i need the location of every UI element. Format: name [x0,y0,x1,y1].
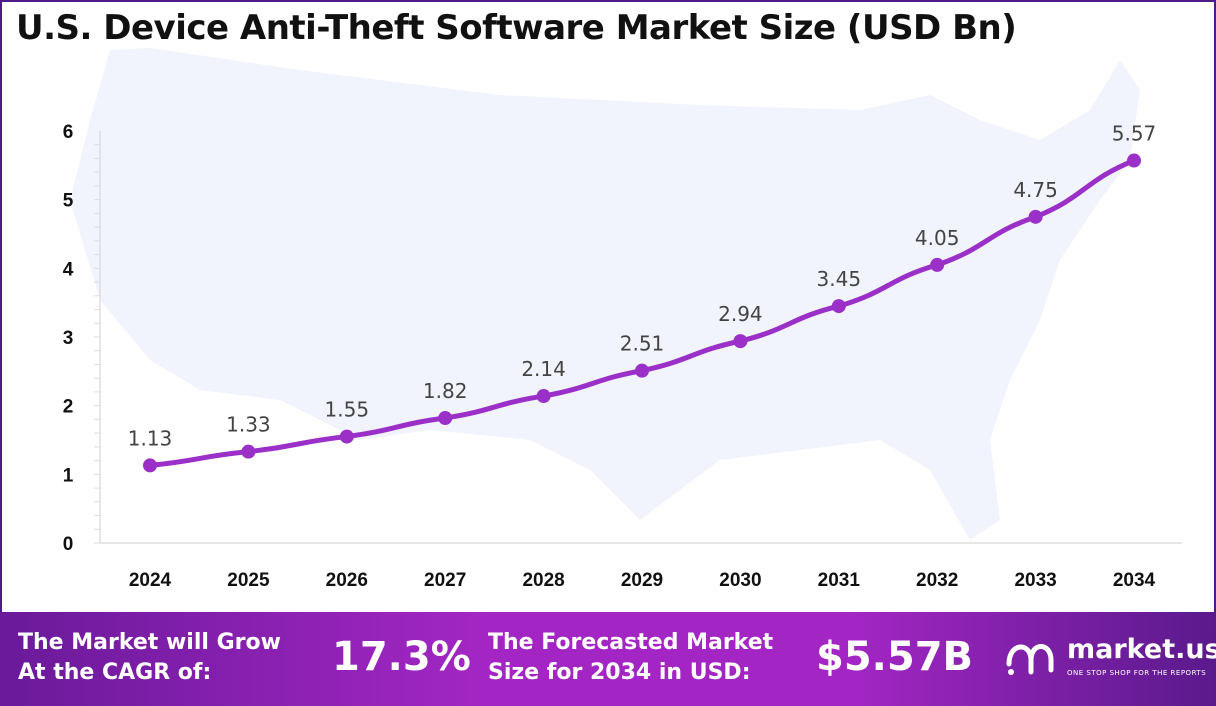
y-tick-label: 1 [63,465,74,486]
data-point [733,334,748,349]
data-label: 3.45 [817,267,862,291]
logo-icon [1006,644,1054,675]
data-label: 2.51 [620,332,665,356]
data-point [438,411,453,426]
logo-name: market.us [1067,634,1216,665]
data-point [143,458,157,473]
x-tick-label: 2026 [326,570,368,591]
x-tick-label: 2028 [522,570,564,591]
data-point [536,389,551,404]
data-point [339,429,354,444]
x-tick-label: 2025 [227,570,270,591]
y-tick-label: 4 [63,259,74,280]
y-tick-label: 2 [63,397,74,418]
data-point [241,444,256,459]
data-label: 1.55 [325,398,370,422]
data-label: 1.13 [128,426,173,450]
x-tick-label: 2030 [719,570,761,591]
forecast-label-line2: Size for 2034 in USD: [488,660,751,685]
forecast-label-line1: The Forecasted Market [488,630,774,655]
data-point [831,299,846,314]
footer-banner: The Market will Grow At the CAGR of: 17.… [0,612,1216,706]
data-label: 5.57 [1112,122,1157,146]
x-tick-label: 2027 [424,570,466,591]
cagr-label-line2: At the CAGR of: [18,660,212,685]
data-point [930,257,945,272]
data-point [635,363,649,378]
y-tick-label: 3 [63,328,74,349]
x-tick-label: 2029 [621,570,663,591]
y-tick-label: 0 [63,534,74,555]
data-label: 2.94 [718,302,763,326]
y-tick-label: 5 [63,191,74,212]
data-label: 4.05 [915,226,960,250]
data-label: 4.75 [1013,178,1058,202]
data-label: 1.33 [226,413,271,437]
data-point [1028,209,1043,224]
chart-title: U.S. Device Anti-Theft Software Market S… [16,8,1017,48]
logo-tagline: ONE STOP SHOP FOR THE REPORTS [1067,669,1207,677]
y-tick-label: 6 [63,122,74,143]
line-chart: 0 1 2 3 4 5 6 2024 2025 2026 2027 2028 2029 2030 2031 2… [63,48,1182,591]
x-tick-label: 2034 [1113,570,1156,591]
cagr-label-line1: The Market will Grow [18,630,281,655]
forecast-value: $5.57B [816,634,974,680]
x-tick-label: 2032 [916,570,958,591]
data-label: 2.14 [521,357,566,381]
x-tick-label: 2033 [1014,570,1056,591]
x-tick-label: 2031 [818,570,861,591]
x-tick-label: 2024 [129,570,172,591]
us-map-background [70,48,1140,540]
data-point [1127,153,1141,168]
cagr-value: 17.3% [332,634,471,680]
data-label: 1.82 [423,379,468,403]
